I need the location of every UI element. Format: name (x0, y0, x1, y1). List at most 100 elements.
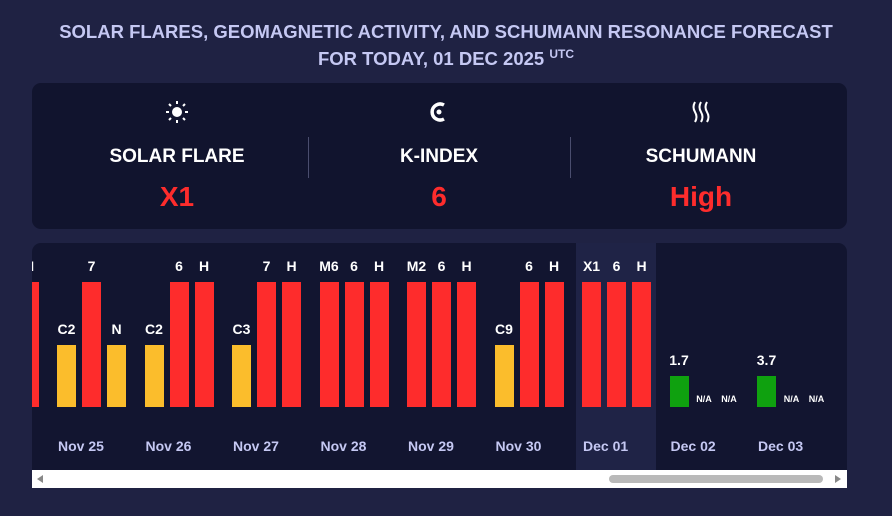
bar (144, 345, 164, 407)
bar-label: C9 (495, 321, 513, 337)
scrollbar[interactable] (32, 470, 847, 488)
bar-label: 6 (612, 258, 621, 274)
summary-value: High (669, 181, 733, 212)
bar-label: H (373, 258, 385, 274)
bar-label: N/A (808, 394, 825, 404)
bar (194, 282, 214, 407)
divider (570, 137, 571, 178)
magnet-icon (430, 102, 445, 122)
bar-label: H (461, 258, 472, 274)
level-icon (198, 417, 212, 431)
bar (257, 282, 276, 407)
level-icon (32, 417, 37, 431)
level-icon (323, 417, 337, 431)
level-icon (235, 417, 249, 431)
title-block: SOLAR FLARES, GEOMAGNETIC ACTIVITY, AND … (56, 18, 836, 72)
level-icon (760, 417, 774, 431)
bar-label: N/A (696, 394, 712, 404)
level-icon (173, 417, 187, 431)
wave-icon (692, 101, 710, 123)
level-icon (435, 417, 449, 431)
bar (32, 282, 39, 407)
bar (432, 282, 451, 407)
date-label: Nov 28 (320, 438, 367, 454)
bar (519, 282, 539, 407)
bar-label: N/A (783, 394, 800, 404)
summary-label: SCHUMANN (645, 146, 757, 167)
level-icon (348, 417, 362, 431)
level-icon (585, 417, 599, 431)
level-icon (460, 417, 474, 431)
summary-col: K-INDEX 6 (308, 83, 570, 229)
bar-label: C2 (145, 321, 163, 337)
bar-label: N (111, 321, 122, 337)
date-label: Dec 01 (583, 438, 629, 454)
level-icon (85, 417, 99, 431)
scroll-arrows (37, 475, 841, 483)
bar-label: 6 (525, 258, 533, 274)
bar-label: H (548, 258, 560, 274)
bar-label: H (286, 258, 297, 274)
bar (607, 282, 626, 407)
bar-label: 6 (175, 258, 183, 274)
bar-label: C2 (57, 321, 76, 337)
date-label: Nov 25 (58, 438, 104, 454)
bar (82, 282, 101, 407)
summary-label: SOLAR FLARE (109, 146, 245, 167)
summary-col: SCHUMANN High (570, 83, 832, 229)
bar-label: 6 (350, 258, 358, 274)
bar (407, 282, 426, 407)
level-icon (523, 417, 537, 431)
title: SOLAR FLARES, GEOMAGNETIC ACTIVITY, AND … (59, 21, 833, 69)
date-label: Dec 02 (670, 438, 716, 454)
scroll-thumb[interactable] (609, 475, 823, 483)
bar (632, 282, 651, 407)
bar-label: H (636, 258, 647, 274)
sun-icon (166, 101, 188, 123)
summary-label: K-INDEX (399, 146, 479, 167)
bar-label: 7 (262, 258, 271, 274)
summary-panel: SOLAR FLARE X1 K-INDEX 6 SCHUMANN High (32, 83, 847, 229)
bar-label: 6 (437, 258, 446, 274)
bar-label: H (32, 258, 49, 274)
level-icon (673, 417, 687, 431)
bar-label: 3.7 (756, 352, 777, 368)
bar (544, 282, 564, 407)
bar (344, 282, 364, 407)
bar-label: X1 (582, 258, 601, 274)
level-icon (148, 417, 162, 431)
bar (494, 345, 514, 407)
bar (369, 282, 389, 407)
timezone: UTC (549, 47, 575, 61)
bar-label: M2 (406, 258, 427, 274)
bar (319, 282, 339, 407)
bar (582, 282, 601, 407)
level-icon (698, 417, 712, 431)
bar-label: C3 (232, 321, 251, 337)
divider (308, 137, 309, 178)
bar (757, 376, 776, 407)
bar (169, 282, 189, 407)
bar-label: 7 (87, 258, 96, 274)
level-icon (260, 417, 274, 431)
bar-label: N/A (721, 394, 737, 404)
summary-value: 6 (431, 181, 447, 212)
level-icon (723, 417, 737, 431)
bar (457, 282, 476, 407)
summary-col: SOLAR FLARE X1 (46, 83, 308, 229)
level-icon (373, 417, 387, 431)
summary-value: X1 (159, 181, 195, 212)
bar (232, 345, 251, 407)
level-icon (785, 417, 799, 431)
level-icon (610, 417, 624, 431)
level-icon (60, 417, 74, 431)
bar (57, 345, 76, 407)
level-icon (110, 417, 124, 431)
level-icon (635, 417, 649, 431)
level-icon (810, 417, 824, 431)
bar (669, 376, 689, 407)
level-icon (548, 417, 562, 431)
level-icon (410, 417, 424, 431)
